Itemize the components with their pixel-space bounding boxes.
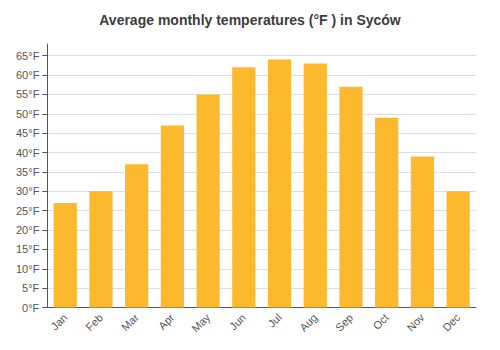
svg-text:35°F: 35°F xyxy=(16,166,40,178)
svg-text:Oct: Oct xyxy=(370,311,391,332)
svg-text:Mar: Mar xyxy=(119,311,141,333)
svg-text:60°F: 60°F xyxy=(16,69,40,81)
svg-text:50°F: 50°F xyxy=(16,108,40,120)
svg-text:Jan: Jan xyxy=(48,311,69,332)
svg-text:Aug: Aug xyxy=(297,311,319,333)
svg-text:40°F: 40°F xyxy=(16,147,40,159)
svg-text:30°F: 30°F xyxy=(16,185,40,197)
svg-text:Dec: Dec xyxy=(440,311,463,334)
svg-text:15°F: 15°F xyxy=(16,243,40,255)
svg-text:65°F: 65°F xyxy=(16,50,40,62)
svg-text:Nov: Nov xyxy=(404,311,427,334)
svg-text:Average monthly temperatures (: Average monthly temperatures (°F ) in Sy… xyxy=(99,12,401,28)
svg-text:Jun: Jun xyxy=(227,311,248,332)
svg-text:10°F: 10°F xyxy=(16,263,40,275)
svg-text:Jul: Jul xyxy=(265,311,283,329)
svg-text:55°F: 55°F xyxy=(16,88,40,100)
svg-text:45°F: 45°F xyxy=(16,127,40,139)
svg-text:5°F: 5°F xyxy=(22,282,40,294)
svg-text:25°F: 25°F xyxy=(16,205,40,217)
svg-text:May: May xyxy=(189,311,213,335)
svg-text:20°F: 20°F xyxy=(16,224,40,236)
svg-text:Feb: Feb xyxy=(83,311,105,333)
svg-text:Apr: Apr xyxy=(156,311,177,332)
svg-text:0°F: 0°F xyxy=(22,302,40,314)
svg-text:Sep: Sep xyxy=(333,311,355,333)
